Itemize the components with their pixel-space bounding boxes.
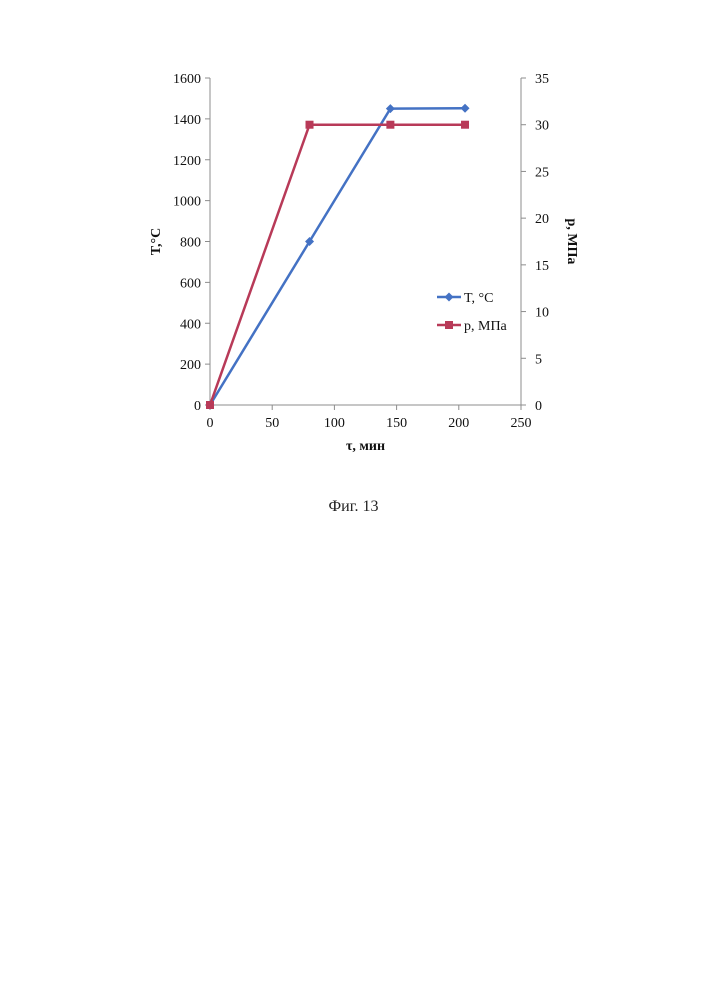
y-left-tick-label: 1400 — [173, 113, 201, 128]
data-point — [461, 121, 469, 129]
y-axis-left-title: T,°C — [149, 228, 164, 256]
data-point — [386, 121, 394, 129]
legend-label: T, °C — [464, 291, 493, 306]
data-point — [461, 104, 470, 113]
y-right-tick-label: 5 — [535, 352, 542, 367]
legend-item: T, °C — [437, 291, 493, 306]
y-right-tick-label: 0 — [535, 399, 542, 414]
series-line — [210, 108, 465, 405]
legend-label: p, МПа — [464, 319, 508, 334]
x-tick-label: 150 — [386, 416, 407, 431]
x-tick-label: 250 — [511, 416, 532, 431]
y-right-tick-label: 30 — [535, 119, 549, 134]
y-left-tick-label: 800 — [180, 236, 201, 251]
x-tick-label: 50 — [265, 416, 279, 431]
series-line — [210, 125, 465, 405]
y-left-tick-label: 1600 — [173, 72, 201, 87]
x-axis-title: τ, мин — [346, 439, 385, 454]
legend-marker — [445, 321, 453, 329]
chart-series — [206, 104, 470, 410]
y-left-tick-label: 400 — [180, 317, 201, 332]
y-right-tick-label: 35 — [535, 72, 549, 87]
series-2 — [206, 121, 469, 409]
data-point — [206, 401, 214, 409]
x-tick-label: 100 — [324, 416, 345, 431]
y-left-tick-label: 1000 — [173, 195, 201, 210]
y-left-tick-label: 0 — [194, 399, 201, 414]
y-left-tick-label: 600 — [180, 276, 201, 291]
legend-item: p, МПа — [437, 319, 508, 334]
y-left-tick-label: 200 — [180, 358, 201, 373]
legend-marker — [445, 293, 454, 302]
chart-legend: T, °C p, МПа — [437, 291, 508, 334]
x-tick-label: 0 — [207, 416, 214, 431]
figure-caption: Фиг. 13 — [0, 498, 707, 516]
y-right-tick-label: 25 — [535, 165, 549, 180]
y-axis-right-title: p, МПа — [564, 219, 579, 265]
series-1 — [206, 104, 470, 410]
x-tick-label: 200 — [448, 416, 469, 431]
data-point — [306, 121, 314, 129]
y-right-tick-label: 10 — [535, 306, 549, 321]
y-left-tick-label: 1200 — [173, 154, 201, 169]
y-right-tick-label: 15 — [535, 259, 549, 274]
y-right-tick-label: 20 — [535, 212, 549, 227]
